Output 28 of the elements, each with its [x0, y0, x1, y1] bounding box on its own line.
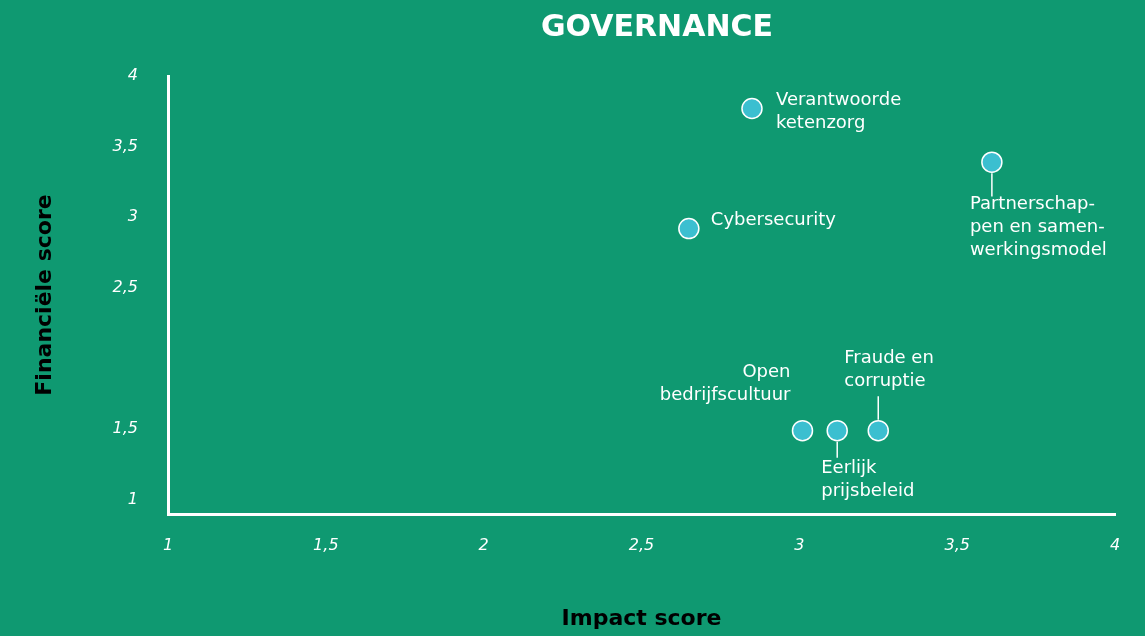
x-tick-label: 3,5 — [944, 534, 970, 554]
point — [826, 419, 848, 442]
x-tick-label: 3 — [794, 534, 805, 554]
x-tick-label: 2 — [478, 534, 489, 554]
y-tick-label: 2,5 — [112, 277, 138, 297]
point — [741, 97, 763, 120]
x-tick-label: 4 — [1109, 534, 1121, 554]
chart-title: GOVERNANCE — [540, 7, 774, 43]
x-tick-label: 1,5 — [313, 534, 339, 554]
point — [791, 419, 814, 442]
annotation: Open bedrijfscultuur — [659, 360, 792, 405]
y-axis-title: Financiële score — [30, 194, 56, 396]
x-tick-label: 1 — [162, 534, 174, 554]
point — [867, 419, 889, 442]
annotation: Cybersecurity — [710, 208, 837, 230]
annotation: Partnerschap- pen en samen- werkingsmodel — [969, 191, 1107, 259]
x-tick-label: 2,5 — [628, 534, 655, 554]
y-tick-label: 4 — [127, 65, 138, 85]
y-tick-label: 1 — [127, 489, 138, 509]
x-axis-title: Impact score — [561, 604, 722, 630]
annotation: Verantwoorde ketenzorg — [775, 88, 902, 133]
annotation: Eerlijk prijsbeleid — [821, 456, 915, 501]
annotation: Fraude en corruptie — [844, 346, 934, 391]
point — [678, 217, 700, 240]
point — [981, 151, 1003, 173]
y-tick-label: 3,5 — [112, 135, 138, 155]
y-tick-label: 1,5 — [112, 418, 138, 438]
y-tick-label: 3 — [127, 206, 138, 226]
